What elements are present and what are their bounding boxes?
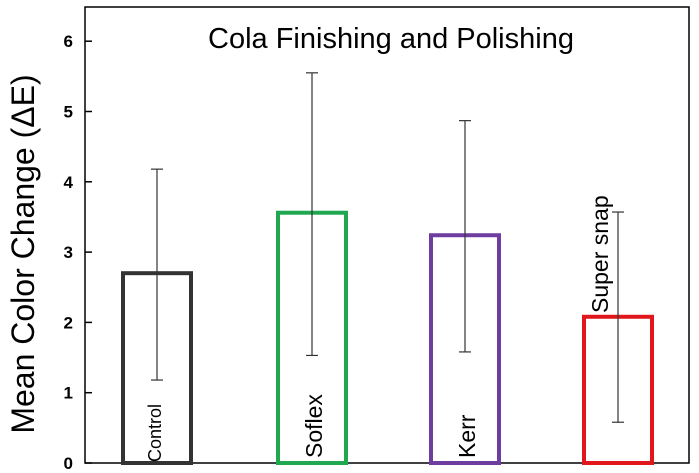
y-tick-label: 3 xyxy=(64,243,73,262)
category-label: Soflex xyxy=(301,394,327,458)
y-tick-label: 2 xyxy=(64,313,73,332)
y-tick-label: 4 xyxy=(64,173,74,192)
bars xyxy=(121,210,654,465)
bar-labels: Control Soflex Kerr Super snap xyxy=(145,195,613,462)
y-tick-label: 0 xyxy=(64,454,73,473)
y-axis: 0 1 2 3 4 5 6 xyxy=(64,32,92,473)
category-label: Super snap xyxy=(587,195,613,313)
y-tick-label: 5 xyxy=(64,103,73,122)
y-axis-label: Mean Color Change (ΔE) xyxy=(5,74,41,433)
chart-title: Cola Finishing and Polishing xyxy=(208,23,574,55)
y-tick-label: 1 xyxy=(64,384,73,403)
plot-border xyxy=(84,6,690,464)
category-label: Control xyxy=(145,404,165,462)
category-label: Kerr xyxy=(454,414,480,458)
error-bars xyxy=(151,72,624,423)
y-tick-label: 6 xyxy=(64,32,73,51)
plot-frame xyxy=(84,6,690,464)
